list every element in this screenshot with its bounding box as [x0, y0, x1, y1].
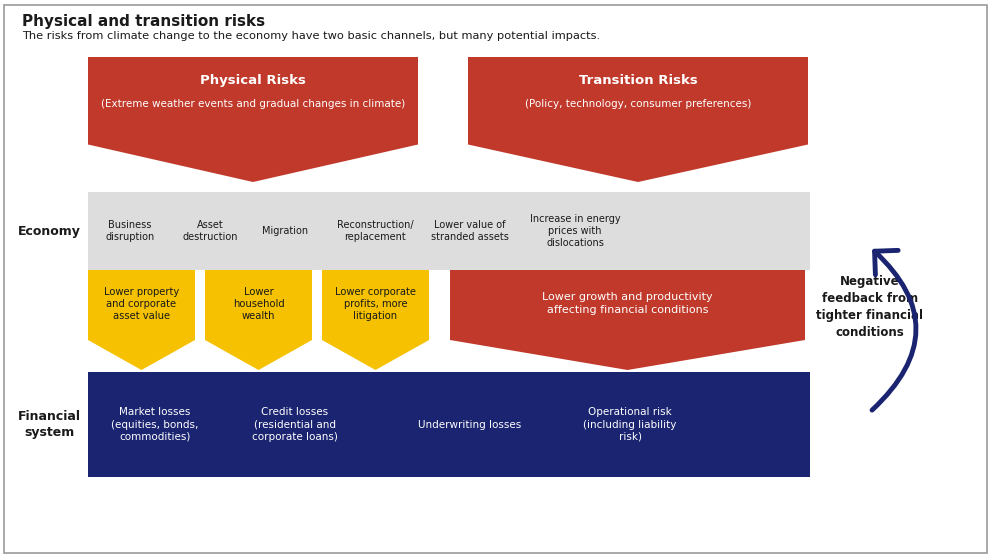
Polygon shape [322, 270, 429, 370]
Text: Lower value of
stranded assets: Lower value of stranded assets [432, 220, 509, 242]
Text: Negative
feedback from
tighter financial
conditions: Negative feedback from tighter financial… [816, 275, 924, 339]
Text: Reconstruction/
replacement: Reconstruction/ replacement [336, 220, 414, 242]
Polygon shape [450, 270, 805, 370]
Text: Physical Risks: Physical Risks [200, 74, 306, 87]
Text: Asset
destruction: Asset destruction [183, 220, 238, 242]
Text: The risks from climate change to the economy have two basic channels, but many p: The risks from climate change to the eco… [22, 31, 600, 41]
Text: Lower
household
wealth: Lower household wealth [233, 287, 285, 321]
Text: Increase in energy
prices with
dislocations: Increase in energy prices with dislocati… [530, 214, 620, 248]
Text: Credit losses
(residential and
corporate loans): Credit losses (residential and corporate… [252, 407, 338, 442]
Polygon shape [88, 57, 418, 182]
Text: Business
disruption: Business disruption [105, 220, 155, 242]
Text: Transition Risks: Transition Risks [578, 74, 697, 87]
Text: Lower growth and productivity
affecting financial conditions: Lower growth and productivity affecting … [543, 292, 713, 315]
Bar [88, 192, 810, 270]
Text: Lower corporate
profits, more
litigation: Lower corporate profits, more litigation [335, 287, 416, 321]
Polygon shape [205, 270, 312, 370]
Text: Financial
system: Financial system [18, 410, 81, 439]
Text: Migration: Migration [262, 226, 309, 236]
Bar [88, 372, 810, 477]
FancyArrowPatch shape [872, 250, 916, 410]
Text: (Policy, technology, consumer preferences): (Policy, technology, consumer preference… [525, 99, 751, 109]
Polygon shape [88, 270, 195, 370]
Text: Economy: Economy [18, 224, 81, 237]
Text: Underwriting losses: Underwriting losses [419, 419, 522, 429]
Text: Lower property
and corporate
asset value: Lower property and corporate asset value [104, 287, 180, 321]
Text: Operational risk
(including liability
risk): Operational risk (including liability ri… [583, 407, 677, 442]
Text: Market losses
(equities, bonds,
commodities): Market losses (equities, bonds, commodit… [111, 407, 198, 442]
Text: (Extreme weather events and gradual changes in climate): (Extreme weather events and gradual chan… [101, 99, 405, 109]
Polygon shape [468, 57, 808, 182]
Text: Physical and transition risks: Physical and transition risks [22, 14, 265, 29]
